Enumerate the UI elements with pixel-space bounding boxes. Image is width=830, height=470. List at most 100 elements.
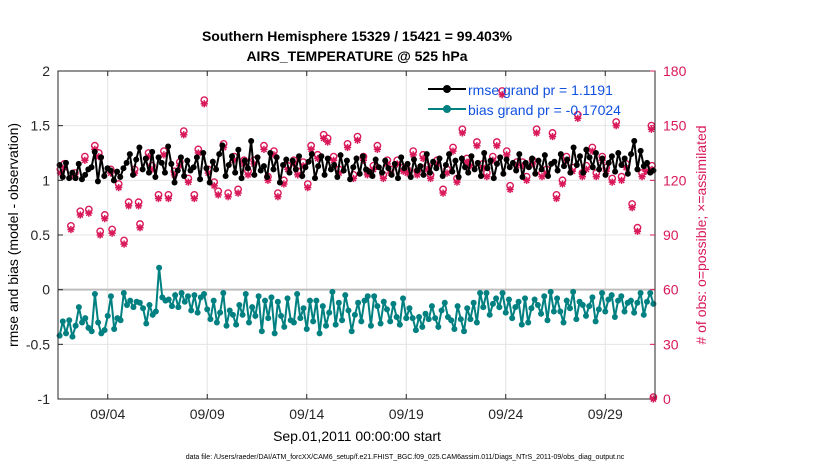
rmse-point: [612, 168, 619, 175]
bias-point: [316, 330, 323, 337]
obs-assimilated-marker: [426, 174, 435, 183]
bias-point: [294, 291, 301, 298]
rmse-point: [449, 168, 456, 175]
bias-point: [229, 311, 236, 318]
rmse-point: [257, 167, 264, 174]
rmse-point: [359, 153, 366, 160]
bias-point: [358, 318, 365, 325]
bias-point: [271, 330, 278, 337]
bias-point: [281, 323, 288, 330]
bias-point: [117, 317, 124, 324]
rmse-point: [538, 166, 545, 173]
obs-assimilated-marker: [330, 156, 338, 164]
bias-point: [303, 326, 310, 333]
bias-point: [255, 293, 262, 300]
rmse-point: [286, 169, 293, 176]
rmse-point: [343, 157, 350, 164]
bias-point: [547, 288, 554, 295]
rmse-point: [347, 176, 354, 183]
bias-point: [582, 312, 589, 319]
bias-point: [573, 316, 580, 323]
bias-point: [239, 311, 246, 318]
bias-point: [101, 327, 108, 334]
obs-assimilated-marker: [373, 145, 381, 153]
rmse-point: [152, 174, 159, 181]
bias-point: [647, 289, 654, 296]
bias-point: [634, 299, 641, 306]
bias-point: [130, 304, 137, 311]
rmse-point: [615, 150, 622, 156]
bias-point: [207, 316, 214, 323]
rmse-point: [165, 143, 172, 150]
bias-point: [152, 308, 159, 315]
bias-point: [615, 297, 622, 304]
rmse-point: [228, 153, 235, 160]
rmse-point: [114, 168, 121, 175]
bias-point: [201, 291, 208, 298]
legend: rmse grand pr = 1.1191 bias grand pr = -…: [428, 82, 621, 118]
bias-point: [473, 319, 480, 326]
rmse-point: [535, 157, 542, 164]
bias-point: [88, 328, 95, 335]
bias-point: [451, 326, 458, 333]
obs-assimilated-marker: [592, 173, 600, 181]
obs-assimilated-marker: [612, 122, 620, 130]
obs-assimilated-marker: [353, 136, 362, 144]
rmse-point: [420, 171, 427, 178]
rmse-point: [375, 164, 382, 171]
rmse-point: [414, 167, 421, 174]
bias-point: [396, 321, 403, 328]
bias-point: [640, 311, 647, 318]
rmse-point: [481, 150, 488, 156]
rmse-point: [66, 175, 73, 182]
bias-point: [233, 321, 240, 328]
y-tick-label-right: 0: [663, 391, 671, 407]
rmse-point: [168, 160, 175, 167]
bias-point: [380, 298, 387, 305]
rmse-point: [551, 158, 558, 165]
y-tick-label-left: 0.5: [31, 227, 51, 243]
rmse-point: [82, 171, 89, 178]
obs-assimilated-marker: [274, 193, 282, 201]
rmse-point: [605, 159, 612, 166]
bias-point: [374, 303, 381, 310]
x-tick-label: 09/09: [190, 406, 225, 422]
rmse-point: [522, 159, 529, 166]
obs-assimilated-marker: [574, 114, 582, 122]
rmse-point: [353, 155, 360, 162]
obs-assimilated-marker: [558, 180, 567, 188]
rmse-point: [541, 152, 548, 159]
bias-point: [470, 299, 477, 306]
obs-assimilated-marker: [647, 125, 656, 133]
legend-label-rmse: rmse grand pr = 1.1191: [468, 82, 613, 98]
bias-point: [220, 289, 227, 296]
rmse-point: [216, 151, 223, 158]
rmse-point: [650, 167, 657, 174]
rmse-point: [446, 151, 453, 158]
bias-point: [643, 298, 650, 305]
bias-point: [274, 298, 281, 305]
obs-assimilated-marker: [552, 194, 561, 203]
bias-point: [602, 308, 609, 315]
rmse-point: [308, 151, 315, 158]
bias-point: [242, 291, 249, 298]
obs-assimilated-marker: [608, 178, 616, 186]
obs-assimilated-marker: [120, 240, 128, 248]
y-axis-label-left: rmse and bias (model - observation): [5, 123, 21, 347]
y-tick-label-left: 1.5: [31, 118, 51, 134]
bias-point: [406, 305, 413, 312]
rmse-point: [107, 167, 114, 174]
obs-assimilated-marker: [453, 178, 461, 186]
x-tick-label: 09/24: [488, 406, 523, 422]
obs-assimilated-marker: [200, 100, 208, 108]
bias-point: [249, 304, 256, 311]
bias-point: [262, 297, 269, 304]
rmse-point: [554, 167, 561, 174]
bias-point: [541, 293, 548, 300]
bias-point: [377, 320, 384, 327]
rmse-point: [59, 174, 66, 181]
rmse-point: [232, 169, 239, 176]
bias-point: [550, 308, 557, 315]
rmse-point: [145, 169, 152, 176]
